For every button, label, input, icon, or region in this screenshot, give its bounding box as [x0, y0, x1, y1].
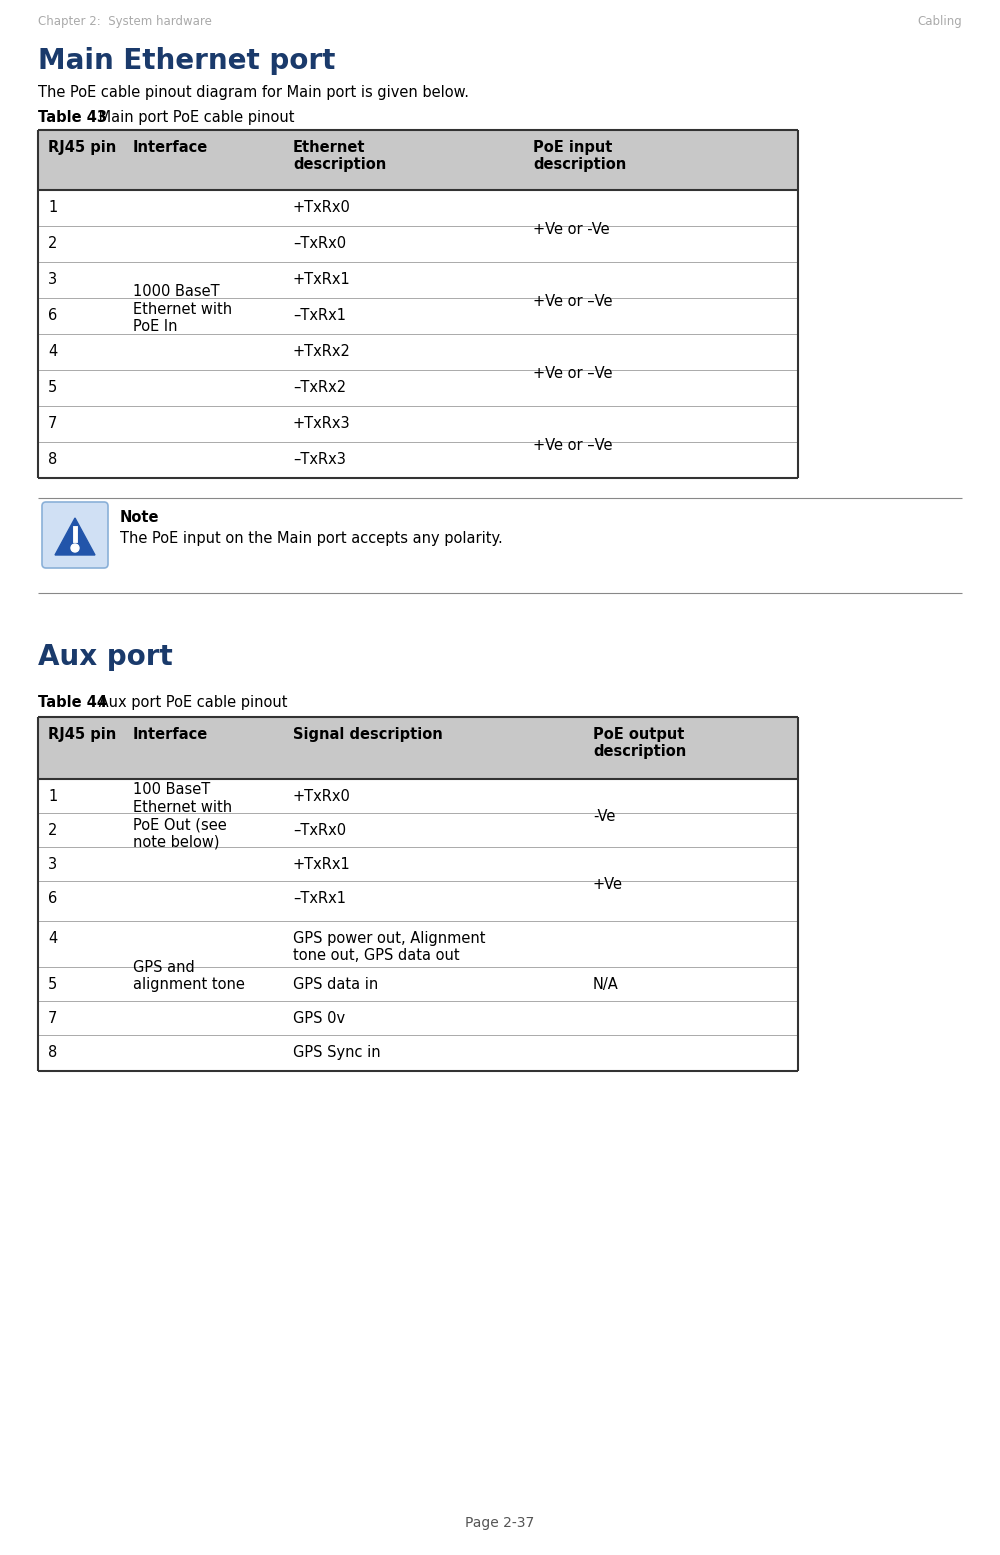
Text: 4: 4 — [48, 931, 57, 945]
Circle shape — [71, 544, 79, 552]
Text: Ethernet
description: Ethernet description — [293, 140, 386, 173]
Text: N/A: N/A — [593, 977, 619, 992]
Text: 2: 2 — [48, 823, 57, 838]
Text: +TxRx1: +TxRx1 — [293, 272, 351, 288]
Text: GPS power out, Alignment: GPS power out, Alignment — [293, 931, 486, 945]
Text: +TxRx0: +TxRx0 — [293, 201, 351, 215]
Text: +Ve: +Ve — [593, 877, 623, 893]
Text: +TxRx3: +TxRx3 — [293, 417, 351, 431]
Text: GPS data in: GPS data in — [293, 977, 378, 992]
Text: RJ45 pin: RJ45 pin — [48, 728, 116, 742]
Text: +TxRx2: +TxRx2 — [293, 344, 351, 359]
Text: GPS and
alignment tone: GPS and alignment tone — [133, 959, 245, 992]
Text: Chapter 2:  System hardware: Chapter 2: System hardware — [38, 16, 212, 28]
Polygon shape — [55, 518, 95, 555]
Text: 5: 5 — [48, 379, 57, 395]
Text: +TxRx0: +TxRx0 — [293, 788, 351, 804]
Text: 6: 6 — [48, 308, 57, 323]
Text: The PoE input on the Main port accepts any polarity.: The PoE input on the Main port accepts a… — [120, 530, 503, 546]
Text: –TxRx3: –TxRx3 — [293, 453, 346, 466]
Text: Interface: Interface — [133, 728, 208, 742]
Text: 3: 3 — [48, 272, 57, 288]
Text: GPS Sync in: GPS Sync in — [293, 1045, 381, 1061]
Text: 4: 4 — [48, 344, 57, 359]
Text: PoE input
description: PoE input description — [533, 140, 626, 173]
Text: tone out, GPS data out: tone out, GPS data out — [293, 949, 460, 963]
FancyBboxPatch shape — [42, 502, 108, 568]
Text: Note: Note — [120, 510, 160, 526]
Text: Interface: Interface — [133, 140, 208, 156]
Text: –TxRx2: –TxRx2 — [293, 379, 346, 395]
Text: GPS 0v: GPS 0v — [293, 1011, 345, 1026]
Text: 1: 1 — [48, 788, 57, 804]
Bar — [38, 131, 798, 190]
Text: Main port PoE cable pinout: Main port PoE cable pinout — [94, 110, 294, 124]
Text: Table 44: Table 44 — [38, 695, 107, 711]
Text: The PoE cable pinout diagram for Main port is given below.: The PoE cable pinout diagram for Main po… — [38, 86, 469, 100]
Text: Aux port: Aux port — [38, 644, 173, 672]
Text: Page 2-37: Page 2-37 — [465, 1516, 535, 1530]
Text: 5: 5 — [48, 977, 57, 992]
Text: 1: 1 — [48, 201, 57, 215]
Text: 100 BaseT
Ethernet with
PoE Out (see
note below): 100 BaseT Ethernet with PoE Out (see not… — [133, 782, 232, 849]
Text: +Ve or –Ve: +Ve or –Ve — [533, 365, 612, 381]
Bar — [38, 717, 798, 779]
Text: –TxRx1: –TxRx1 — [293, 308, 346, 323]
Text: Cabling: Cabling — [917, 16, 962, 28]
Text: 8: 8 — [48, 453, 57, 466]
Text: 3: 3 — [48, 857, 57, 872]
Text: –TxRx1: –TxRx1 — [293, 891, 346, 907]
Text: PoE output
description: PoE output description — [593, 728, 686, 759]
Text: –TxRx0: –TxRx0 — [293, 236, 346, 250]
Text: Main Ethernet port: Main Ethernet port — [38, 47, 335, 75]
Text: RJ45 pin: RJ45 pin — [48, 140, 116, 156]
Text: +Ve or –Ve: +Ve or –Ve — [533, 294, 612, 309]
Text: +TxRx1: +TxRx1 — [293, 857, 351, 872]
Text: Aux port PoE cable pinout: Aux port PoE cable pinout — [94, 695, 288, 711]
Text: 7: 7 — [48, 417, 57, 431]
Text: 1000 BaseT
Ethernet with
PoE In: 1000 BaseT Ethernet with PoE In — [133, 285, 232, 334]
Text: 2: 2 — [48, 236, 57, 250]
Text: –TxRx0: –TxRx0 — [293, 823, 346, 838]
Text: 7: 7 — [48, 1011, 57, 1026]
Text: +Ve or -Ve: +Ve or -Ve — [533, 222, 610, 236]
Text: Signal description: Signal description — [293, 728, 443, 742]
Text: 8: 8 — [48, 1045, 57, 1061]
Text: Table 43: Table 43 — [38, 110, 107, 124]
Text: +Ve or –Ve: +Ve or –Ve — [533, 439, 612, 453]
Text: -Ve: -Ve — [593, 809, 615, 824]
Text: 6: 6 — [48, 891, 57, 907]
